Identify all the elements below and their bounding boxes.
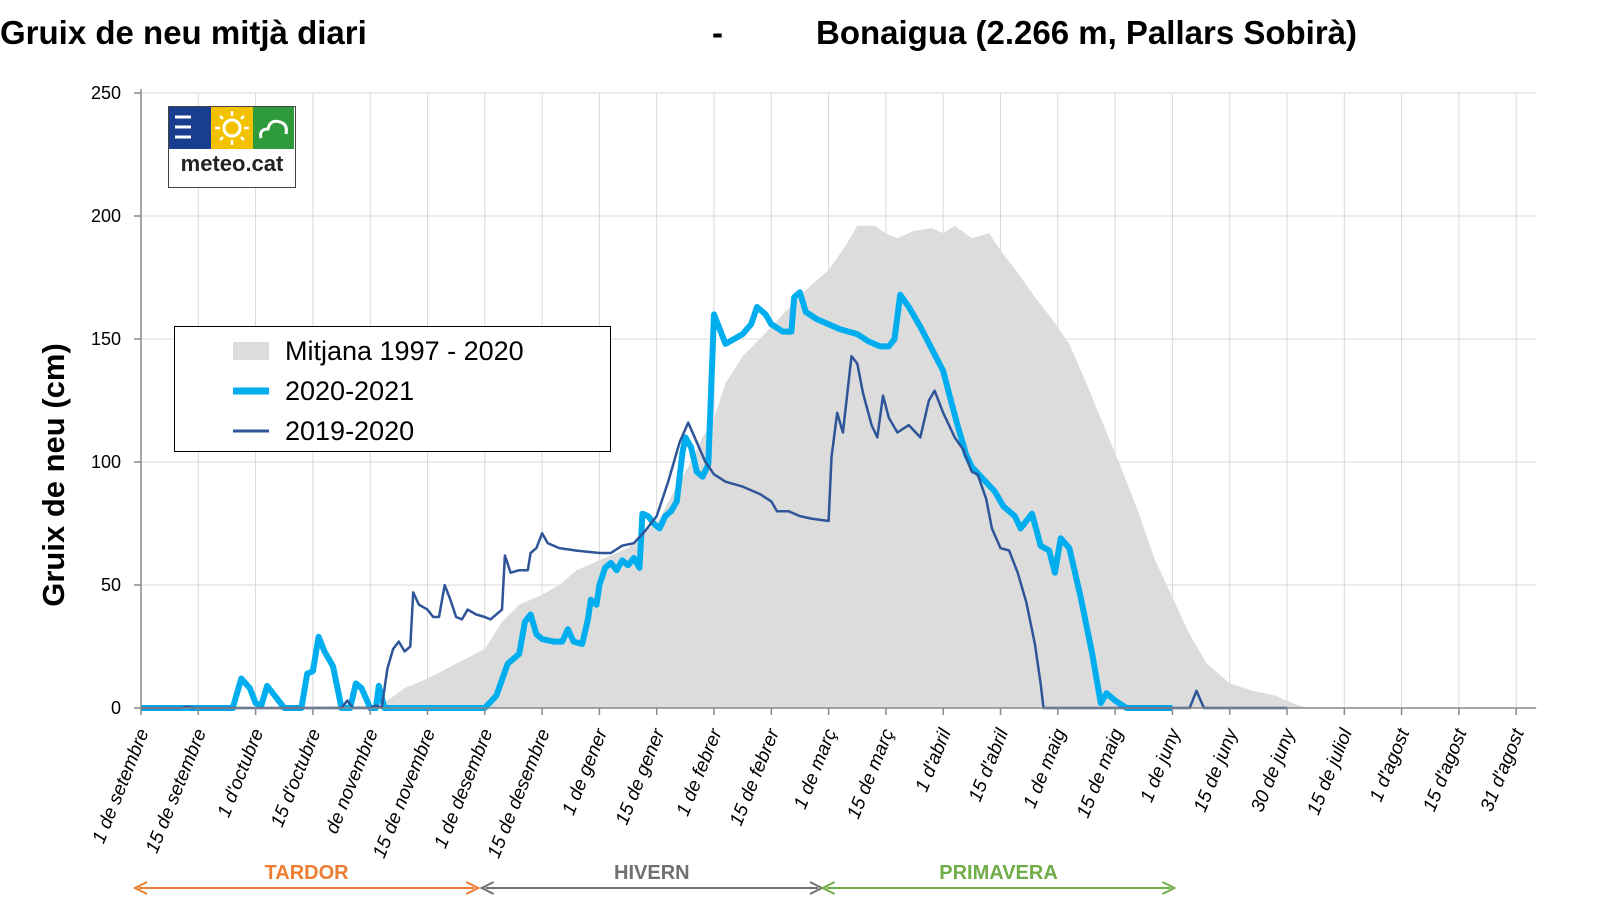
x-tick-label: 1 de juny [1137, 725, 1186, 806]
cloud-icon [253, 107, 294, 149]
x-tick-label: 1 de desembre [430, 726, 497, 851]
meteocat-logo: meteo.cat [168, 106, 296, 188]
x-tick-label: 15 de maig [1073, 726, 1128, 821]
legend-label-2020-2021: 2020-2021 [285, 375, 415, 406]
season-label-primavera: PRIMAVERA [939, 862, 1058, 884]
season-arrow-head-left [132, 881, 148, 895]
logo-text: meteo.cat [180, 151, 284, 176]
season-arrow-head-right [1161, 881, 1177, 895]
x-tick-label: 1 de maig [1020, 726, 1071, 812]
x-tick-label: de novembre [322, 726, 383, 837]
series-line-2020-2021 [141, 289, 1173, 711]
y-tick-label: 250 [91, 83, 121, 103]
x-tick-label: 1 de setembre [89, 726, 154, 846]
y-axis-label: Gruix de neu (cm) [36, 343, 71, 607]
x-tick-label: 1 d'abril [912, 725, 956, 795]
season-label-hivern: HIVERN [614, 862, 690, 884]
series-line-2019-2020 [141, 354, 1287, 710]
legend-swatch-2019-2020 [233, 429, 269, 433]
legend-swatch-2020-2021 [233, 387, 269, 395]
x-tick-label: 15 de setembre [142, 726, 211, 856]
x-tick-label: 1 de gener [559, 725, 613, 818]
x-tick-label: 15 de març [843, 726, 898, 822]
chart-series [141, 225, 1517, 711]
x-tick-label: 1 de febrer [673, 725, 727, 819]
chart-title-right: Bonaigua (2.266 m, Pallars Sobirà) [816, 14, 1358, 51]
y-tick-labels: 0 50 100 150 200 250 [91, 83, 121, 718]
chart-title-separator: - [712, 14, 723, 51]
y-tick-label: 150 [91, 329, 121, 349]
y-tick-label: 100 [91, 452, 121, 472]
logo-icons [169, 107, 294, 149]
season-bands: TARDOR HIVERN PRIMAVERA [132, 862, 1177, 895]
season-arrow-head-right [465, 881, 481, 895]
x-tick-label: 15 de gener [612, 725, 670, 828]
x-tick-label: 15 d'abril [965, 725, 1013, 805]
x-tick-label: 15 d'octubre [267, 726, 325, 830]
x-tick-label: 15 de febrer [726, 725, 784, 828]
x-tick-label: 1 d'octubre [214, 726, 268, 820]
x-tick-label: 15 de juny [1190, 725, 1243, 816]
legend-label-average: Mitjana 1997 - 2020 [285, 335, 524, 366]
season-arrow-head-left [479, 881, 495, 895]
x-tick-label: 15 de juliol [1303, 725, 1357, 818]
chart-axes [134, 89, 1537, 715]
y-tick-label: 200 [91, 206, 121, 226]
x-tick-label: 1 de març [790, 726, 841, 813]
legend-label-2019-2020: 2019-2020 [285, 415, 415, 446]
legend-swatch-average [233, 342, 269, 360]
x-tick-label: 31 d'agost [1477, 725, 1529, 814]
series-area-average [141, 225, 1517, 709]
x-tick-label: 15 d'agost [1419, 725, 1471, 814]
x-tick-label: 15 de novembre [369, 726, 440, 861]
x-tick-label: 1 d'agost [1366, 725, 1414, 804]
chart-legend: Mitjana 1997 - 2020 2020-2021 2019-2020 [174, 326, 611, 452]
y-tick-label: 50 [101, 575, 121, 595]
chart-title-left: Gruix de neu mitjà diari [0, 14, 367, 51]
season-arrow-head-left [820, 881, 836, 895]
x-tick-label: 30 de juny [1247, 725, 1300, 816]
x-tick-label: 15 de desembre [484, 726, 555, 861]
season-label-tardor: TARDOR [265, 862, 350, 884]
y-tick-label: 0 [111, 698, 121, 718]
